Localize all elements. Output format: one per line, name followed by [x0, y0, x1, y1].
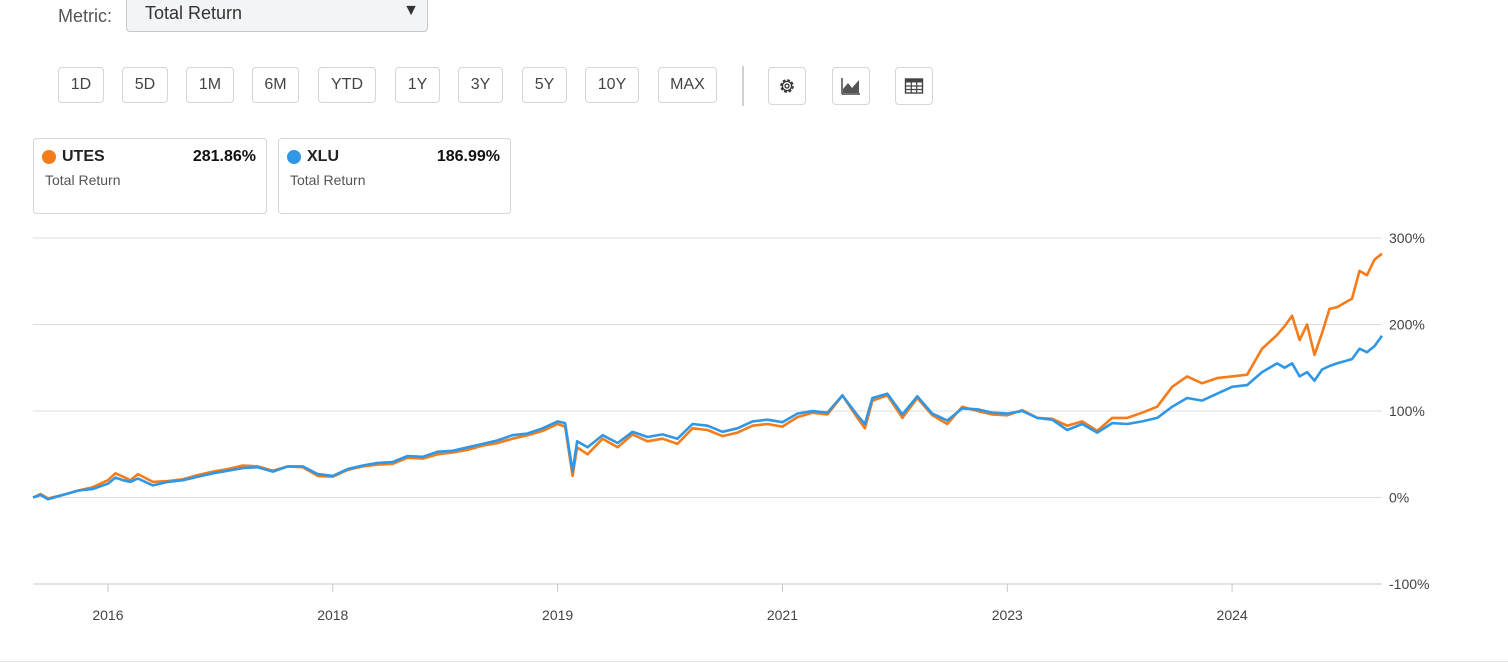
- time-range-bar: 1D 5D 1M 6M YTD 1Y 3Y 5Y 10Y MAX: [0, 67, 1000, 105]
- x-tick-label: 2018: [317, 607, 348, 623]
- y-tick-label: 200%: [1389, 317, 1425, 333]
- series-line-utes: [32, 252, 1383, 500]
- x-tick-label: 2019: [542, 607, 573, 623]
- range-button-1d[interactable]: 1D: [58, 67, 104, 103]
- range-button-1y[interactable]: 1Y: [395, 67, 440, 103]
- metric-label: Metric:: [58, 5, 112, 26]
- legend-value: 186.99%: [436, 148, 500, 165]
- series-line-xlu: [32, 334, 1384, 501]
- legend-symbol: XLU: [307, 148, 339, 165]
- legend-subtitle: Total Return: [45, 172, 121, 188]
- range-button-5d[interactable]: 5D: [122, 67, 168, 103]
- x-tick-label: 2016: [92, 607, 123, 623]
- metric-row: Metric:: [58, 0, 124, 32]
- metric-select[interactable]: Total Return ▼: [126, 0, 428, 32]
- legend-value: 281.86%: [192, 148, 256, 165]
- range-button-10y[interactable]: 10Y: [585, 67, 639, 103]
- range-button-ytd[interactable]: YTD: [318, 67, 376, 103]
- xlu-color-dot-icon: [287, 150, 301, 164]
- legend-card-utes[interactable]: UTES 281.86% Total Return: [33, 138, 267, 214]
- range-button-3y[interactable]: 3Y: [458, 67, 503, 103]
- y-tick-label: 300%: [1389, 230, 1425, 246]
- y-tick-label: -100%: [1389, 576, 1429, 592]
- x-tick-label: 2021: [767, 607, 798, 623]
- settings-gear-icon: [780, 79, 794, 93]
- chart-type-button[interactable]: [832, 67, 870, 105]
- performance-chart[interactable]: 300% 200% 100% 0% -100% 2016 2018 2019 2021 2023 2…: [0, 225, 1508, 625]
- range-button-1m[interactable]: 1M: [186, 67, 234, 103]
- metric-selected-value: Total Return: [145, 3, 243, 23]
- y-tick-label: 100%: [1389, 403, 1425, 419]
- bottom-border: [0, 661, 1508, 662]
- table-view-icon: [904, 78, 924, 94]
- legend-subtitle: Total Return: [290, 172, 366, 188]
- y-tick-label: 0%: [1389, 490, 1409, 506]
- settings-button[interactable]: [768, 67, 806, 105]
- utes-color-dot-icon: [42, 150, 56, 164]
- range-button-max[interactable]: MAX: [658, 67, 717, 103]
- chart-type-icon: [841, 78, 860, 95]
- dropdown-arrow-icon: ▼: [403, 2, 419, 19]
- legend-symbol: UTES: [62, 148, 105, 165]
- toolbar-divider: [742, 66, 744, 106]
- table-view-button[interactable]: [895, 67, 933, 105]
- range-button-5y[interactable]: 5Y: [522, 67, 567, 103]
- legend-card-xlu[interactable]: XLU 186.99% Total Return: [278, 138, 511, 214]
- range-button-6m[interactable]: 6M: [252, 67, 299, 103]
- x-tick-label: 2024: [1217, 607, 1248, 623]
- x-tick-label: 2023: [992, 607, 1023, 623]
